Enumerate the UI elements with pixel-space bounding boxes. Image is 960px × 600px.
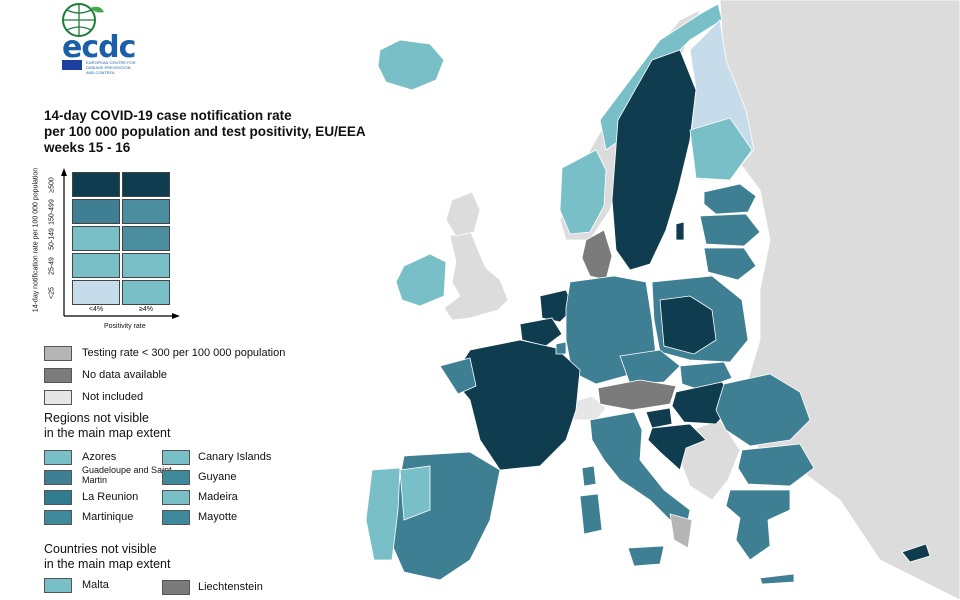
iceland bbox=[377, 39, 445, 91]
croatia bbox=[647, 423, 707, 471]
region-swatch bbox=[44, 510, 72, 525]
crete bbox=[759, 573, 795, 585]
column-label: ≥4% bbox=[139, 306, 153, 313]
matrix-cell bbox=[72, 226, 120, 251]
region-label: Madeira bbox=[198, 491, 238, 503]
gotland bbox=[675, 221, 685, 241]
region-swatch bbox=[162, 470, 190, 485]
y-axis-label: 14-day notification rate per 100 000 pop… bbox=[32, 167, 40, 313]
axis-arrows bbox=[61, 168, 180, 319]
sardinia bbox=[579, 493, 603, 535]
country-label: Malta bbox=[82, 579, 109, 591]
finland-south bbox=[689, 117, 753, 181]
title-line: 14-day COVID-19 case notification rate bbox=[44, 108, 292, 123]
matrix-cell bbox=[72, 253, 120, 278]
italy-south bbox=[669, 513, 693, 549]
countries-heading: Countries not visible in the main map ex… bbox=[44, 542, 171, 571]
region-swatch bbox=[44, 490, 72, 505]
slovenia bbox=[645, 407, 673, 429]
legend-swatch bbox=[44, 368, 72, 383]
matrix-cell bbox=[72, 172, 120, 197]
region-label: Canary Islands bbox=[198, 451, 272, 463]
row-label: 25-49 bbox=[48, 257, 56, 275]
scotland-landmass bbox=[445, 191, 481, 237]
norway bbox=[559, 149, 607, 235]
row-label: ≥500 bbox=[48, 177, 56, 193]
region-swatch bbox=[162, 510, 190, 525]
portugal bbox=[365, 467, 401, 561]
ireland bbox=[395, 253, 447, 307]
map-title: 14-day COVID-19 case notification rate p… bbox=[44, 108, 384, 156]
region-label: Guadeloupe and Saint Martin bbox=[82, 465, 172, 485]
sweden bbox=[611, 49, 697, 271]
region-label: La Reunion bbox=[82, 491, 139, 503]
legend-label: Not included bbox=[82, 391, 144, 403]
column-label: <4% bbox=[88, 306, 104, 313]
logo-wordmark: ecdc bbox=[62, 30, 136, 65]
luxembourg bbox=[555, 341, 567, 355]
country-swatch bbox=[44, 578, 72, 593]
belgium bbox=[519, 317, 563, 347]
globe-icon bbox=[62, 3, 104, 70]
region-swatch bbox=[44, 470, 72, 485]
matrix-cell bbox=[122, 253, 170, 278]
spain-west bbox=[399, 465, 431, 521]
country-label: Liechtenstein bbox=[198, 581, 263, 593]
czechia bbox=[619, 349, 681, 385]
region-swatch bbox=[162, 490, 190, 505]
row-label: <25 bbox=[48, 287, 56, 299]
austria bbox=[597, 379, 677, 411]
sicily bbox=[627, 545, 665, 567]
bivariate-legend-matrix: 14-day notification rate per 100 000 pop… bbox=[33, 166, 184, 330]
greece bbox=[725, 489, 791, 561]
row-label: 150-499 bbox=[48, 199, 56, 225]
romania bbox=[715, 373, 811, 447]
france-west bbox=[439, 357, 477, 395]
uk-landmass bbox=[443, 229, 509, 321]
matrix-cell bbox=[122, 280, 170, 305]
cyprus bbox=[901, 543, 931, 563]
bulgaria bbox=[737, 443, 815, 487]
row-label: 50-149 bbox=[48, 228, 56, 250]
estonia bbox=[703, 183, 757, 215]
matrix-cell bbox=[122, 199, 170, 224]
region-label: Guyane bbox=[198, 471, 237, 483]
lithuania bbox=[703, 247, 757, 281]
x-axis-label: Positivity rate bbox=[104, 323, 146, 330]
region-swatch bbox=[162, 450, 190, 465]
regions-heading: Regions not visible in the main map exte… bbox=[44, 411, 171, 440]
poland-high bbox=[659, 295, 717, 355]
legend-label: No data available bbox=[82, 369, 168, 381]
matrix-cell bbox=[122, 226, 170, 251]
title-line: per 100 000 population and test positivi… bbox=[44, 124, 366, 139]
ecdc-logo: ecdc EUROPEAN CENTRE FOR DISEASE PREVENT… bbox=[46, 2, 136, 75]
matrix-cell bbox=[122, 172, 170, 197]
region-label: Martinique bbox=[82, 511, 134, 523]
corsica bbox=[581, 465, 597, 487]
legend-swatch bbox=[44, 346, 72, 361]
latvia bbox=[699, 213, 761, 247]
france bbox=[451, 339, 581, 471]
legend-swatch bbox=[44, 390, 72, 405]
region-swatch bbox=[44, 450, 72, 465]
matrix-cell bbox=[72, 199, 120, 224]
region-label: Azores bbox=[82, 451, 117, 463]
logo-subtitle: EUROPEAN CENTRE FOR DISEASE PREVENTION A… bbox=[86, 60, 136, 75]
title-line: weeks 15 - 16 bbox=[44, 140, 131, 155]
matrix-cell bbox=[72, 280, 120, 305]
legend-label: Testing rate < 300 per 100 000 populatio… bbox=[82, 347, 286, 359]
country-swatch bbox=[162, 580, 190, 595]
region-label: Mayotte bbox=[198, 511, 238, 523]
